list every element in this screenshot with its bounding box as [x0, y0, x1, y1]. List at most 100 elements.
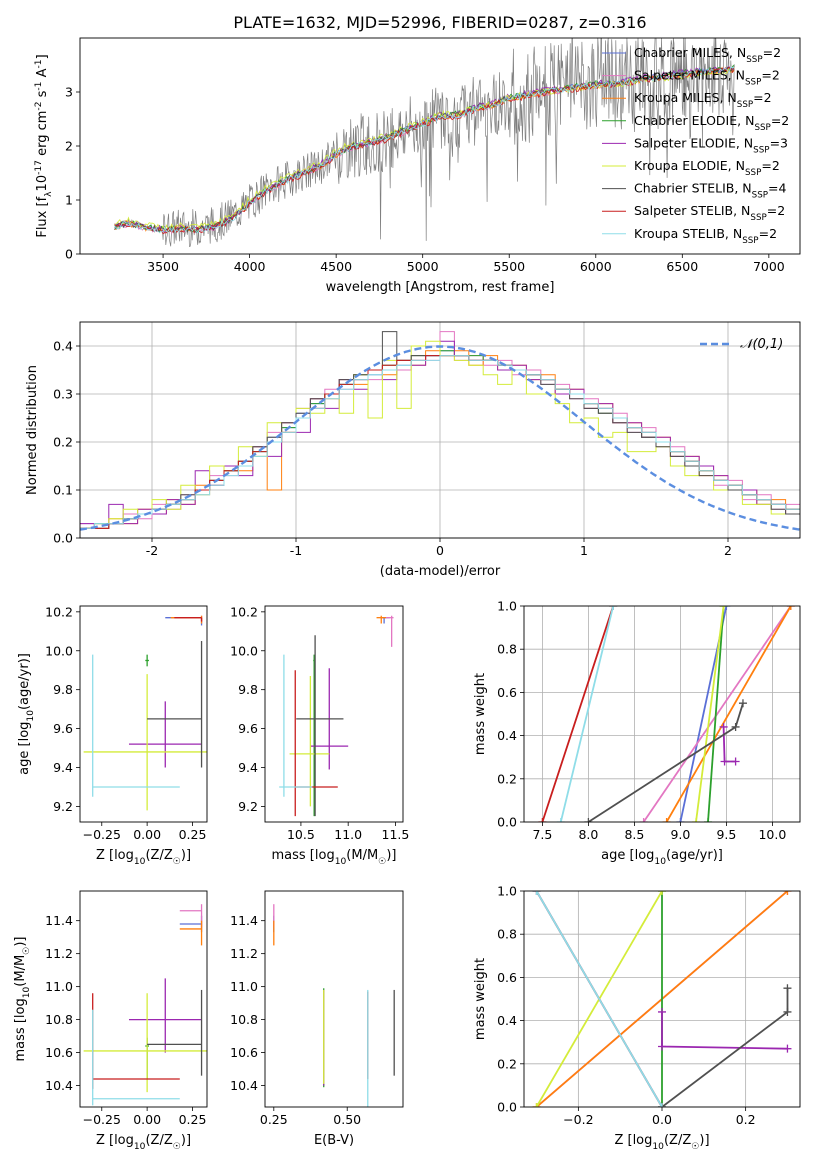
y-tick-label: 0.8: [497, 642, 517, 657]
label-part: ☉: [173, 857, 181, 867]
label-part: 10: [134, 1142, 146, 1152]
label-part: )]: [13, 937, 28, 947]
x-tick-label: −0.2: [563, 1112, 593, 1127]
x-tick-label: 0.2: [736, 1112, 756, 1127]
y-tick-label: 9.4: [238, 760, 258, 775]
label-part: =4: [768, 181, 786, 196]
label-part: Chabrier ELODIE, N: [634, 113, 754, 128]
label-part: (Z/Z: [145, 1133, 172, 1148]
x-tick-label: 4000: [234, 259, 266, 274]
legend-label: Chabrier ELODIE, NSSP=2: [634, 113, 789, 133]
label-part: (Z/Z: [664, 1133, 691, 1148]
mass-weight-marker: [532, 1103, 541, 1107]
label-part: =2: [767, 203, 785, 218]
x-tick-label: 0: [436, 543, 444, 558]
label-part: ☉: [378, 857, 386, 867]
label-part: erg cm: [35, 111, 50, 160]
x-tick-label: 3500: [147, 259, 179, 274]
plot-area: [273, 904, 395, 1107]
x-tick-label: 10.0: [758, 827, 786, 842]
label-part: 𝒩(0,1): [740, 337, 783, 352]
x-tick-label: 8.5: [624, 827, 644, 842]
x-axis-label: (data-model)/error: [380, 564, 501, 579]
y-tick-label: 10.8: [45, 1012, 73, 1027]
plot-area: [532, 891, 792, 1107]
label-part: A: [35, 68, 50, 81]
mass-weight-marker: [639, 818, 648, 822]
label-part: Kroupa MILES, N: [634, 90, 737, 105]
y-tick-label: 0.0: [497, 815, 517, 830]
residuals-legend: 𝒩(0,1): [700, 337, 783, 352]
mass-weight-marker: [676, 818, 685, 822]
label-part: =2: [771, 113, 789, 128]
plot-area: [538, 606, 795, 822]
x-tick-label: 0.25: [260, 1112, 288, 1127]
x-tick-label: 8.0: [578, 827, 598, 842]
x-tick-label: 11.5: [382, 827, 410, 842]
y-tick-label: 1.0: [497, 599, 517, 614]
y-tick-label: 10.0: [45, 643, 73, 658]
x-axis-label: Z [log10(Z/Z☉)]: [96, 1133, 191, 1152]
plot-area: [114, 38, 735, 247]
y-tick-label: 0.4: [53, 339, 73, 354]
x-tick-label: 5500: [493, 259, 525, 274]
label-part: 10: [134, 857, 146, 867]
axes-frame: [264, 890, 404, 1108]
x-axis-label: mass [log10(M/M☉)]: [272, 848, 397, 867]
y-tick-label: 11.2: [45, 946, 73, 961]
label-part: E(B-V): [314, 1133, 354, 1148]
plot-area: [80, 331, 800, 531]
y-tick-label: 9.8: [53, 682, 73, 697]
y-tick-label: 10.6: [230, 1045, 258, 1060]
label-part: ☉: [22, 947, 32, 955]
x-tick-label: 1: [580, 543, 588, 558]
mass-weight-marker: [538, 818, 547, 822]
label-part: SSP: [742, 236, 758, 246]
x-tick-label: 6500: [666, 259, 698, 274]
x-tick-label: -1: [290, 543, 302, 558]
mass-weight-line: [541, 606, 615, 822]
x-tick-label: 0.25: [179, 827, 207, 842]
label-part: )]: [386, 848, 396, 863]
x-axis-label: E(B-V): [314, 1133, 354, 1148]
mass-weight-marker: [658, 1103, 666, 1107]
y-tick-label: 0.6: [497, 970, 517, 985]
y-tick-label: 10.6: [45, 1045, 73, 1060]
label-part: SSP: [752, 191, 768, 201]
label-part: 10: [335, 857, 347, 867]
label-part: SSP: [754, 123, 770, 133]
label-part: =2: [761, 68, 779, 83]
y-tick-label: 10.4: [230, 1078, 258, 1093]
label-part: -1: [34, 59, 44, 68]
mass-weight-marker: [704, 818, 712, 822]
x-axis-label: wavelength [Angstrom, rest frame]: [326, 280, 555, 295]
y-tick-label: 10.0: [230, 643, 258, 658]
axes-frame: [79, 37, 801, 255]
x-tick-label: 0.25: [179, 1112, 207, 1127]
legend-label: Kroupa MILES, NSSP=2: [634, 90, 772, 110]
model-spectrum-line: [114, 67, 735, 235]
y-tick-label: 11.0: [230, 979, 258, 994]
x-tick-label: 7000: [753, 259, 785, 274]
label-part: =2: [763, 45, 781, 60]
label-part: Normed distribution: [25, 365, 40, 495]
y-tick-label: 10.2: [45, 604, 73, 619]
label-part: =2: [759, 226, 777, 241]
mass-weight-marker: [719, 722, 728, 731]
y-tick-label: 3: [65, 85, 73, 100]
label-part: SSP: [737, 100, 753, 110]
y-tick-label: 11.0: [45, 979, 73, 994]
legend-label: Chabrier MILES, NSSP=2: [634, 45, 781, 65]
legend-label: Salpeter ELODIE, NSSP=3: [634, 135, 788, 155]
y-tick-label: 9.2: [238, 799, 258, 814]
label-part: 10: [22, 987, 32, 999]
legend-label: Kroupa STELIB, NSSP=2: [634, 226, 777, 246]
label-part: (M/M: [346, 848, 378, 863]
label-part: mass weight: [473, 673, 488, 755]
residual-histogram: [80, 355, 800, 529]
x-tick-label: 10.5: [287, 827, 315, 842]
y-tick-label: 9.8: [238, 682, 258, 697]
mass-weight-marker: [584, 818, 593, 822]
axes-frame: [79, 890, 208, 1108]
x-tick-label: 0.50: [333, 1112, 361, 1127]
